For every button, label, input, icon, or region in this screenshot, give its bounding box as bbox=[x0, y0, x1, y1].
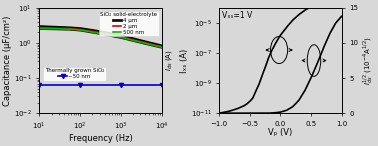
Y-axis label: Iₓₛ (A): Iₓₛ (A) bbox=[180, 48, 189, 73]
X-axis label: Frequency (Hz): Frequency (Hz) bbox=[68, 134, 132, 142]
Text: Vₓₛ=1 V: Vₓₛ=1 V bbox=[222, 11, 253, 20]
Legend: ~50 nm: ~50 nm bbox=[43, 67, 106, 81]
Y-axis label: $I_{ds}^{1/2}$ (10$^{-4}$A$^{1/2}$): $I_{ds}^{1/2}$ (10$^{-4}$A$^{1/2}$) bbox=[361, 36, 375, 85]
X-axis label: Vₚ (V): Vₚ (V) bbox=[268, 128, 293, 137]
Y-axis label: Capacitance (μF/cm²): Capacitance (μF/cm²) bbox=[3, 15, 12, 106]
Y-axis label: $I_{ds}$ (A): $I_{ds}$ (A) bbox=[164, 50, 175, 71]
